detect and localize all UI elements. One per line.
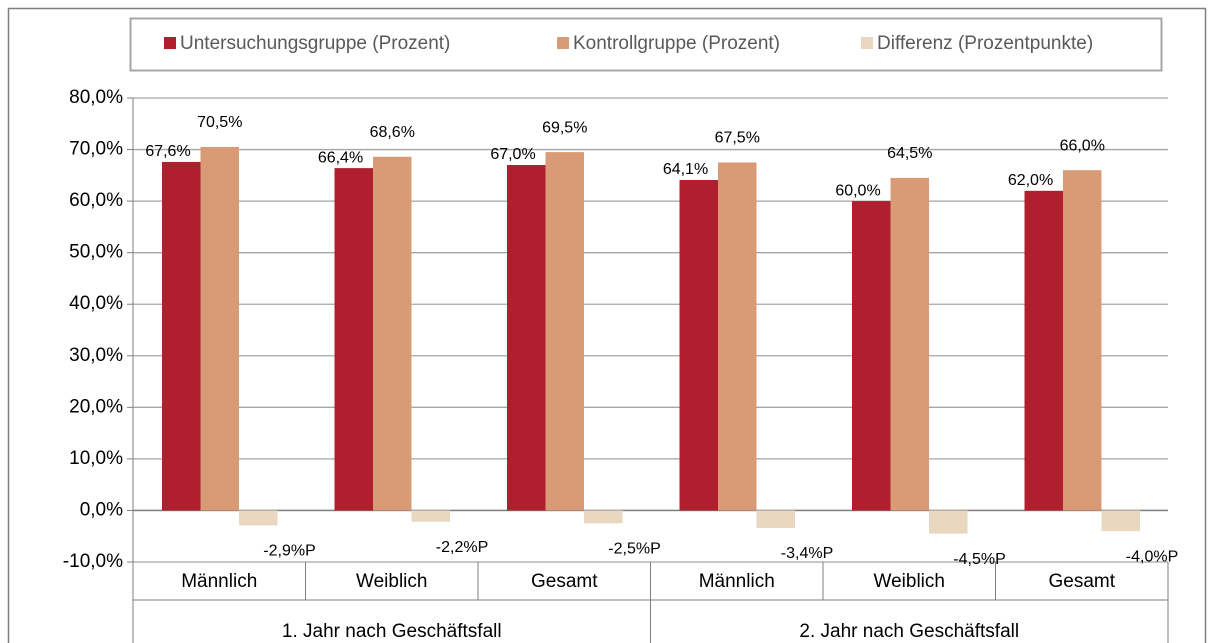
- bar: [1063, 170, 1102, 511]
- y-tick-label: 10,0%: [69, 448, 123, 469]
- x-tick-label: Weiblich: [874, 571, 945, 592]
- legend-label: Untersuchungsgruppe (Prozent): [180, 33, 450, 54]
- data-label: -3,4%P: [781, 545, 833, 562]
- bar: [679, 179, 718, 511]
- bar: [239, 510, 278, 526]
- data-label: -4,5%P: [953, 551, 1005, 568]
- data-label: -2,5%P: [608, 541, 660, 558]
- bar: [334, 168, 373, 511]
- data-label: 67,5%: [715, 130, 760, 147]
- bar: [584, 510, 623, 524]
- data-label: 66,4%: [318, 149, 363, 166]
- legend-box: [129, 17, 1163, 72]
- y-tick-label: 30,0%: [69, 345, 123, 366]
- bar: [852, 201, 891, 511]
- group-label: 1. Jahr nach Geschäftsfall: [282, 621, 502, 642]
- data-label: -4,0%P: [1126, 548, 1178, 565]
- bar: [1024, 190, 1063, 511]
- bar: [890, 177, 929, 511]
- data-label: 64,1%: [663, 161, 708, 178]
- bar: [545, 152, 584, 511]
- data-label: 68,6%: [370, 124, 415, 141]
- bar: [718, 162, 757, 511]
- bar: [1101, 510, 1140, 532]
- y-tick-label: 0,0%: [80, 499, 123, 520]
- x-tick-label: Männlich: [699, 571, 775, 592]
- y-tick-label: 40,0%: [69, 293, 123, 314]
- data-label: 67,0%: [490, 146, 535, 163]
- bar: [929, 510, 968, 534]
- data-label: -2,9%P: [263, 543, 315, 560]
- y-tick-label: -10,0%: [63, 551, 123, 572]
- data-label: 64,5%: [887, 145, 932, 162]
- bar: [507, 165, 546, 511]
- bar: [162, 161, 201, 511]
- x-tick-label: Gesamt: [531, 571, 598, 592]
- x-tick-label: Männlich: [181, 571, 257, 592]
- legend-label: Differenz (Prozentpunkte): [877, 33, 1093, 54]
- data-label: 67,6%: [145, 143, 190, 160]
- y-tick-label: 20,0%: [69, 396, 123, 417]
- bar: [756, 510, 795, 528]
- data-label: 62,0%: [1008, 172, 1053, 189]
- legend-swatch: [861, 37, 873, 49]
- y-tick-label: 60,0%: [69, 190, 123, 211]
- bar: [200, 146, 239, 511]
- y-tick-label: 80,0%: [69, 87, 123, 108]
- data-label: 66,0%: [1060, 137, 1105, 154]
- chart-border: [7, 7, 1207, 643]
- y-tick-label: 70,0%: [69, 139, 123, 160]
- data-label: 69,5%: [542, 119, 587, 136]
- legend-swatch: [164, 37, 176, 49]
- bar: [373, 156, 412, 511]
- legend-swatch: [557, 37, 569, 49]
- data-label: -2,2%P: [436, 539, 488, 556]
- y-tick-label: 50,0%: [69, 242, 123, 263]
- group-label: 2. Jahr nach Geschäftsfall: [799, 621, 1019, 642]
- data-label: 60,0%: [835, 182, 880, 199]
- data-label: 70,5%: [197, 114, 242, 131]
- legend-label: Kontrollgruppe (Prozent): [573, 33, 780, 54]
- x-tick-label: Gesamt: [1048, 571, 1115, 592]
- x-tick-label: Weiblich: [356, 571, 427, 592]
- bar: [411, 510, 450, 522]
